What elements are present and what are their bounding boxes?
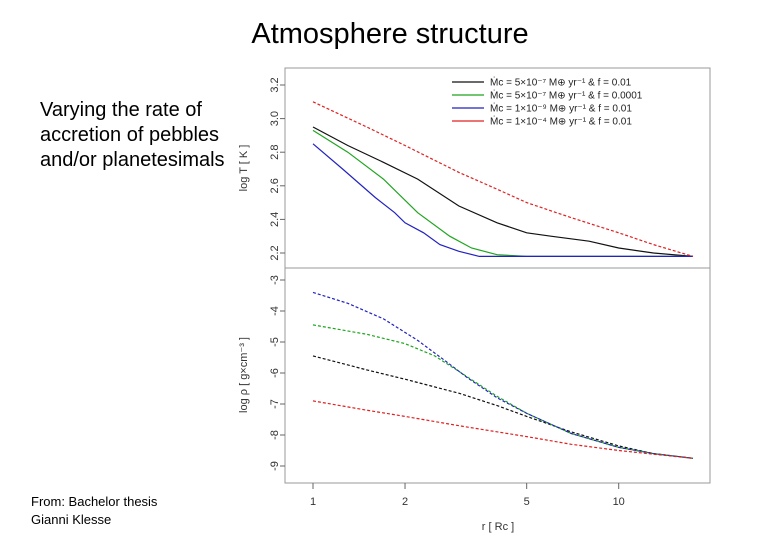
top-y-axis: 2.2 2.4 2.6 2.8 3.0 3.2 [269, 77, 285, 261]
bottom-y-tick-label: -3 [269, 275, 281, 285]
bottom-panel-frame [284, 267, 711, 484]
bottom-y-axis-label: log ρ [ g×cm⁻³ ] [238, 337, 250, 413]
top-y-tick-label: 2.8 [269, 145, 281, 160]
bottom-y-tick-label: -6 [269, 368, 281, 378]
bottom-y-tick-label: -4 [269, 306, 281, 316]
x-tick-label: 10 [613, 496, 625, 508]
legend-entry-green: Ṁc = 5×10⁻⁷ M⊕ yr⁻¹ & f = 0.0001 [490, 89, 643, 102]
bottom-y-tick-label: -7 [269, 399, 281, 409]
x-tick-label: 2 [402, 496, 408, 508]
bottom-series-lines [312, 291, 694, 459]
top-y-tick-label: 2.4 [269, 212, 281, 227]
bottom-y-axis: -3 -4 -5 -6 -7 -8 -9 [269, 275, 285, 471]
slide-title: Atmosphere structure [251, 18, 529, 50]
top-y-tick-label: 2.2 [269, 245, 281, 260]
source-credit: From: Bachelor thesis Gianni Klesse [31, 494, 158, 527]
top-y-axis-label: log T [ K ] [238, 145, 250, 192]
top-series-lines [312, 101, 694, 257]
bottom-y-tick-label: -9 [269, 461, 281, 471]
top-black-line [312, 126, 694, 257]
bottom-green-line [312, 324, 694, 459]
description-text: Varying the rate of accretion of pebbles… [40, 99, 225, 171]
bottom-x-axis: 1 2 5 10 [310, 483, 625, 508]
legend-entry-black: Ṁc = 5×10⁻⁷ M⊕ yr⁻¹ & f = 0.01 [490, 76, 632, 89]
bottom-black-line [312, 355, 694, 459]
top-red-line [312, 101, 694, 257]
top-y-tick-label: 3.2 [269, 77, 281, 92]
top-y-tick-label: 2.6 [269, 178, 281, 193]
x-tick-label: 1 [310, 496, 316, 508]
top-blue-line [312, 143, 693, 257]
bottom-y-tick-label: -5 [269, 337, 281, 347]
bottom-y-tick-label: -8 [269, 430, 281, 440]
legend-entry-red: Ṁc = 1×10⁻⁴ M⊕ yr⁻¹ & f = 0.01 [490, 115, 632, 128]
bottom-red-line [312, 400, 694, 459]
legend-entry-blue: Ṁc = 1×10⁻⁹ M⊕ yr⁻¹ & f = 0.01 [490, 102, 632, 115]
x-axis-label: r [ Rc ] [482, 521, 514, 533]
x-tick-label: 5 [524, 496, 530, 508]
bottom-blue-line [312, 291, 694, 459]
top-y-tick-label: 3.0 [269, 111, 281, 126]
